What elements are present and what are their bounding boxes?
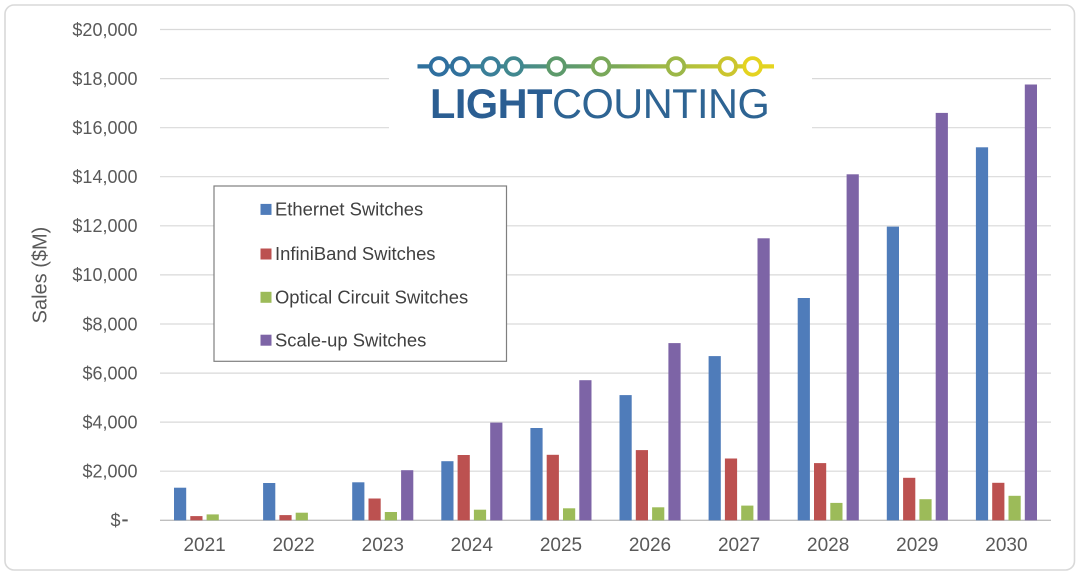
svg-text:$12,000: $12,000 — [72, 216, 137, 236]
svg-text:$: $ — [110, 511, 120, 531]
svg-text:Ethernet Switches: Ethernet Switches — [275, 199, 423, 220]
svg-text:Sales ($M): Sales ($M) — [30, 227, 52, 324]
svg-text:$8,000: $8,000 — [82, 314, 137, 334]
svg-text:Scale-up Switches: Scale-up Switches — [275, 329, 426, 350]
svg-text:2027: 2027 — [718, 535, 760, 556]
svg-text:$20,000: $20,000 — [72, 20, 137, 40]
svg-text:$18,000: $18,000 — [72, 69, 137, 89]
svg-text:2026: 2026 — [629, 535, 671, 556]
svg-text:$14,000: $14,000 — [72, 167, 137, 187]
svg-text:InfiniBand Switches: InfiniBand Switches — [275, 243, 436, 264]
svg-text:$2,000: $2,000 — [82, 462, 137, 482]
svg-text:$4,000: $4,000 — [82, 412, 137, 432]
svg-text:$6,000: $6,000 — [82, 363, 137, 383]
svg-text:2024: 2024 — [451, 535, 494, 556]
svg-text:2023: 2023 — [362, 535, 404, 556]
svg-text:2025: 2025 — [540, 535, 582, 556]
svg-text:Optical Circuit Switches: Optical Circuit Switches — [275, 287, 468, 308]
svg-text:2030: 2030 — [985, 535, 1027, 556]
svg-text:$10,000: $10,000 — [72, 265, 137, 285]
svg-text:2021: 2021 — [183, 535, 225, 556]
svg-text:$16,000: $16,000 — [72, 118, 137, 138]
svg-text:2028: 2028 — [807, 535, 849, 556]
svg-text:LIGHTCOUNTING: LIGHTCOUNTING — [430, 80, 769, 127]
svg-text:2022: 2022 — [272, 535, 314, 556]
svg-text:2029: 2029 — [896, 535, 938, 556]
